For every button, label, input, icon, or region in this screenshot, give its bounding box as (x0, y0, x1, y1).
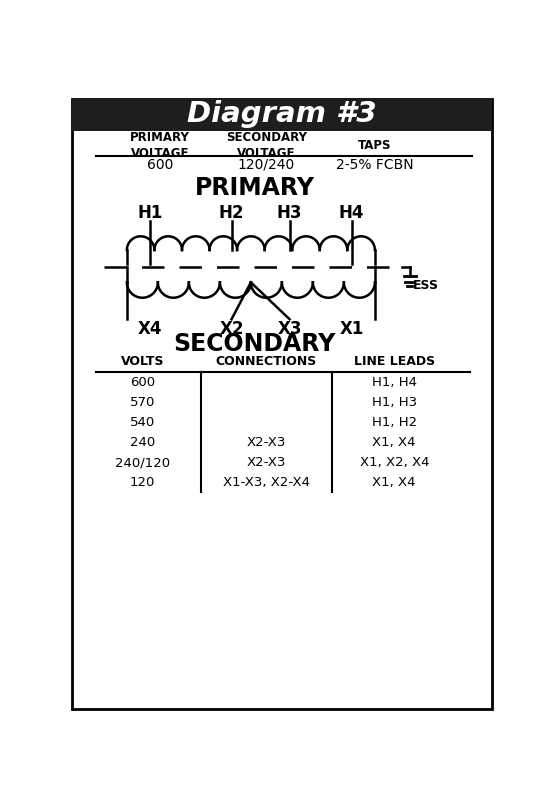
Text: H1, H3: H1, H3 (372, 396, 417, 409)
Text: 570: 570 (130, 396, 155, 409)
Text: Diagram #3: Diagram #3 (187, 101, 377, 129)
Text: 240/120: 240/120 (115, 456, 170, 470)
Text: 240: 240 (130, 436, 155, 450)
Text: H3: H3 (277, 204, 302, 222)
Text: 600: 600 (147, 158, 173, 171)
Text: PRIMARY
VOLTAGE: PRIMARY VOLTAGE (130, 130, 190, 160)
Text: 120: 120 (130, 476, 155, 490)
Text: X4: X4 (138, 319, 162, 338)
Text: X2: X2 (219, 319, 244, 338)
Text: CONNECTIONS: CONNECTIONS (216, 355, 317, 368)
Text: H4: H4 (339, 204, 364, 222)
Text: H1, H2: H1, H2 (372, 416, 417, 430)
Text: H2: H2 (219, 204, 244, 222)
Text: X1: X1 (339, 319, 364, 338)
Text: TAPS: TAPS (358, 138, 392, 152)
Text: 120/240: 120/240 (238, 158, 295, 171)
Text: VOLTS: VOLTS (120, 355, 164, 368)
Text: X1, X2, X4: X1, X2, X4 (360, 456, 429, 470)
Text: SECONDARY: SECONDARY (174, 332, 336, 356)
Text: ESS: ESS (413, 279, 439, 292)
Text: 600: 600 (130, 376, 155, 389)
Text: 2-5% FCBN: 2-5% FCBN (336, 158, 414, 171)
Text: X3: X3 (277, 319, 302, 338)
Text: PRIMARY: PRIMARY (195, 176, 315, 200)
Text: X1, X4: X1, X4 (372, 436, 416, 450)
Text: X2-X3: X2-X3 (247, 456, 286, 470)
Text: SECONDARY
VOLTAGE: SECONDARY VOLTAGE (226, 130, 307, 160)
Text: X2-X3: X2-X3 (247, 436, 286, 450)
Text: H1, H4: H1, H4 (372, 376, 417, 389)
Text: X1, X4: X1, X4 (372, 476, 416, 490)
Bar (72, 99, 492, 130)
Text: LINE LEADS: LINE LEADS (354, 355, 435, 368)
Text: 540: 540 (130, 416, 155, 430)
Text: H1: H1 (138, 204, 163, 222)
Text: X1-X3, X2-X4: X1-X3, X2-X4 (223, 476, 310, 490)
